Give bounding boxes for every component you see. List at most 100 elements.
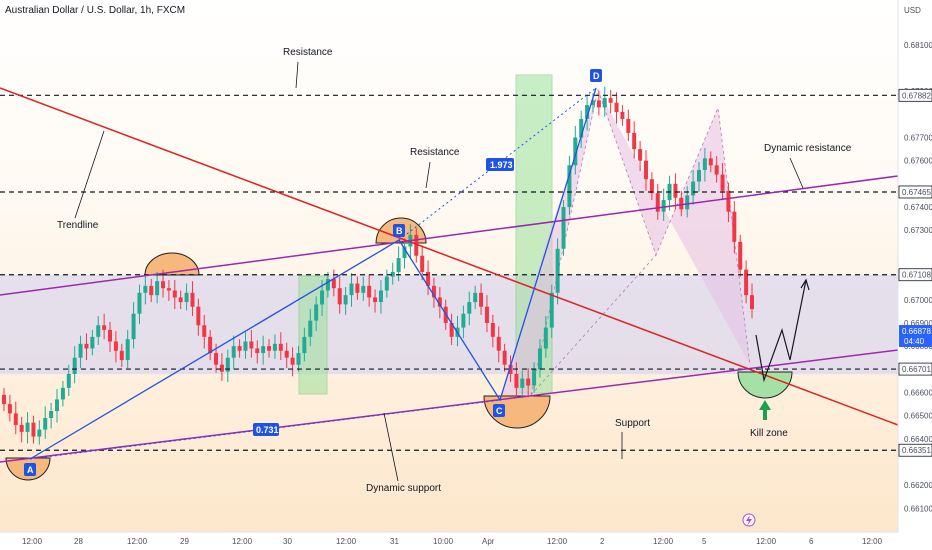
time-tick: 12:00: [862, 537, 883, 546]
time-tick: 10:00: [433, 537, 454, 546]
candle-body: [25, 422, 30, 432]
candle-body: [337, 288, 342, 305]
kill-zone-arrow-head: [759, 400, 771, 410]
candle-body: [190, 292, 195, 307]
candle-body: [643, 160, 648, 180]
candle-body: [355, 283, 360, 293]
abcd-pattern-line: [29, 87, 597, 460]
candle-body: [373, 297, 378, 303]
current-price-value: 0.66878: [902, 327, 931, 336]
candle-body: [378, 290, 383, 303]
price-axis[interactable]: 0.681000.679000.677000.676000.674000.673…: [898, 41, 932, 514]
candle-body: [431, 285, 436, 298]
candle-body: [172, 290, 177, 298]
annotation-support: Support: [615, 418, 650, 429]
candle-body: [361, 285, 366, 293]
point-d-label: D: [593, 71, 600, 81]
candle-body: [396, 258, 401, 272]
candle-body: [78, 343, 83, 358]
candle-body: [184, 292, 189, 303]
candle-body: [484, 306, 489, 323]
level-price-label: 0.66701: [902, 365, 931, 374]
price-tick: 0.66100: [904, 504, 932, 513]
candle-body: [626, 118, 631, 133]
chart-title: Australian Dollar / U.S. Dollar, 1h, FXC…: [5, 5, 185, 16]
candle-body: [237, 346, 242, 351]
candle-body: [302, 336, 307, 354]
candle-body: [243, 341, 248, 351]
candle-body: [750, 295, 754, 310]
candle-body: [231, 346, 236, 358]
candle-body: [331, 278, 336, 289]
pointer-resistance-mid: [425, 161, 431, 189]
candle-body: [113, 341, 118, 351]
candle-body: [414, 234, 419, 256]
candle-body: [367, 285, 372, 298]
candle-body: [155, 281, 160, 296]
candle-body: [143, 285, 148, 293]
candle-body: [579, 118, 584, 138]
candle-body: [225, 357, 230, 372]
candle-body: [278, 343, 283, 351]
annotation-resistance-top: Resistance: [283, 47, 333, 58]
candle-body: [490, 322, 495, 337]
candle-body: [31, 422, 36, 437]
candle-body: [620, 112, 625, 119]
candle-body: [567, 165, 572, 208]
candle-body: [537, 348, 542, 370]
candle-body: [343, 295, 348, 305]
candle-body: [384, 276, 389, 291]
candle-body: [325, 278, 330, 291]
candle-body: [549, 292, 554, 328]
time-axis-panel: [0, 532, 932, 550]
candle-body: [744, 269, 749, 296]
ratio-label-2: 0.731: [256, 425, 279, 435]
candle-body: [66, 373, 71, 388]
candle-body: [96, 325, 101, 337]
candle-body: [55, 399, 60, 412]
candle-body: [726, 190, 731, 212]
point-c-label: C: [496, 406, 503, 416]
candle-body: [661, 200, 666, 212]
candle-body: [219, 364, 224, 372]
time-tick: 12:00: [22, 537, 43, 546]
price-tick: 0.68100: [904, 41, 932, 50]
price-tick: 0.67300: [904, 226, 932, 235]
candle-body: [208, 336, 213, 354]
pivot-highlights: [5, 217, 793, 481]
level-price-label: 0.66351: [902, 446, 931, 455]
time-tick: 28: [74, 537, 83, 546]
candle-body: [166, 288, 171, 291]
price-tick: 0.66600: [904, 389, 932, 398]
candle-body: [84, 343, 89, 349]
candle-body: [296, 353, 301, 365]
level-price-box: [898, 443, 932, 457]
candle-body: [149, 285, 154, 296]
candle-body: [202, 325, 207, 337]
time-axis[interactable]: 12:00 28 12:00 29 12:00 30 12:00 31 10:00 Apr 12:0…: [22, 537, 883, 546]
current-price-box: [899, 325, 932, 347]
currency-label: USD: [904, 6, 921, 15]
point-a-label: A: [27, 465, 34, 475]
candle-body: [402, 246, 407, 259]
level-price-box: [898, 88, 932, 102]
level-price-label: 0.67882: [902, 91, 931, 100]
candle-body: [196, 306, 201, 326]
price-tick: 0.67700: [904, 134, 932, 143]
candle-body: [590, 100, 595, 106]
candle-body: [673, 183, 678, 198]
candle-body: [508, 364, 513, 374]
time-tick: 6: [809, 537, 814, 546]
current-price-countdown: 04:40: [904, 337, 925, 346]
time-tick: 12:00: [336, 537, 357, 546]
price-tick: 0.66900: [904, 319, 932, 328]
candle-body: [479, 292, 484, 307]
candle-body: [585, 105, 590, 119]
candle-body: [90, 336, 95, 349]
pointer-dynamic-support: [383, 412, 399, 482]
annotation-resistance-mid: Resistance: [410, 147, 460, 158]
candle-body: [7, 404, 12, 414]
candle-body: [72, 357, 77, 374]
candle-body: [390, 271, 395, 277]
